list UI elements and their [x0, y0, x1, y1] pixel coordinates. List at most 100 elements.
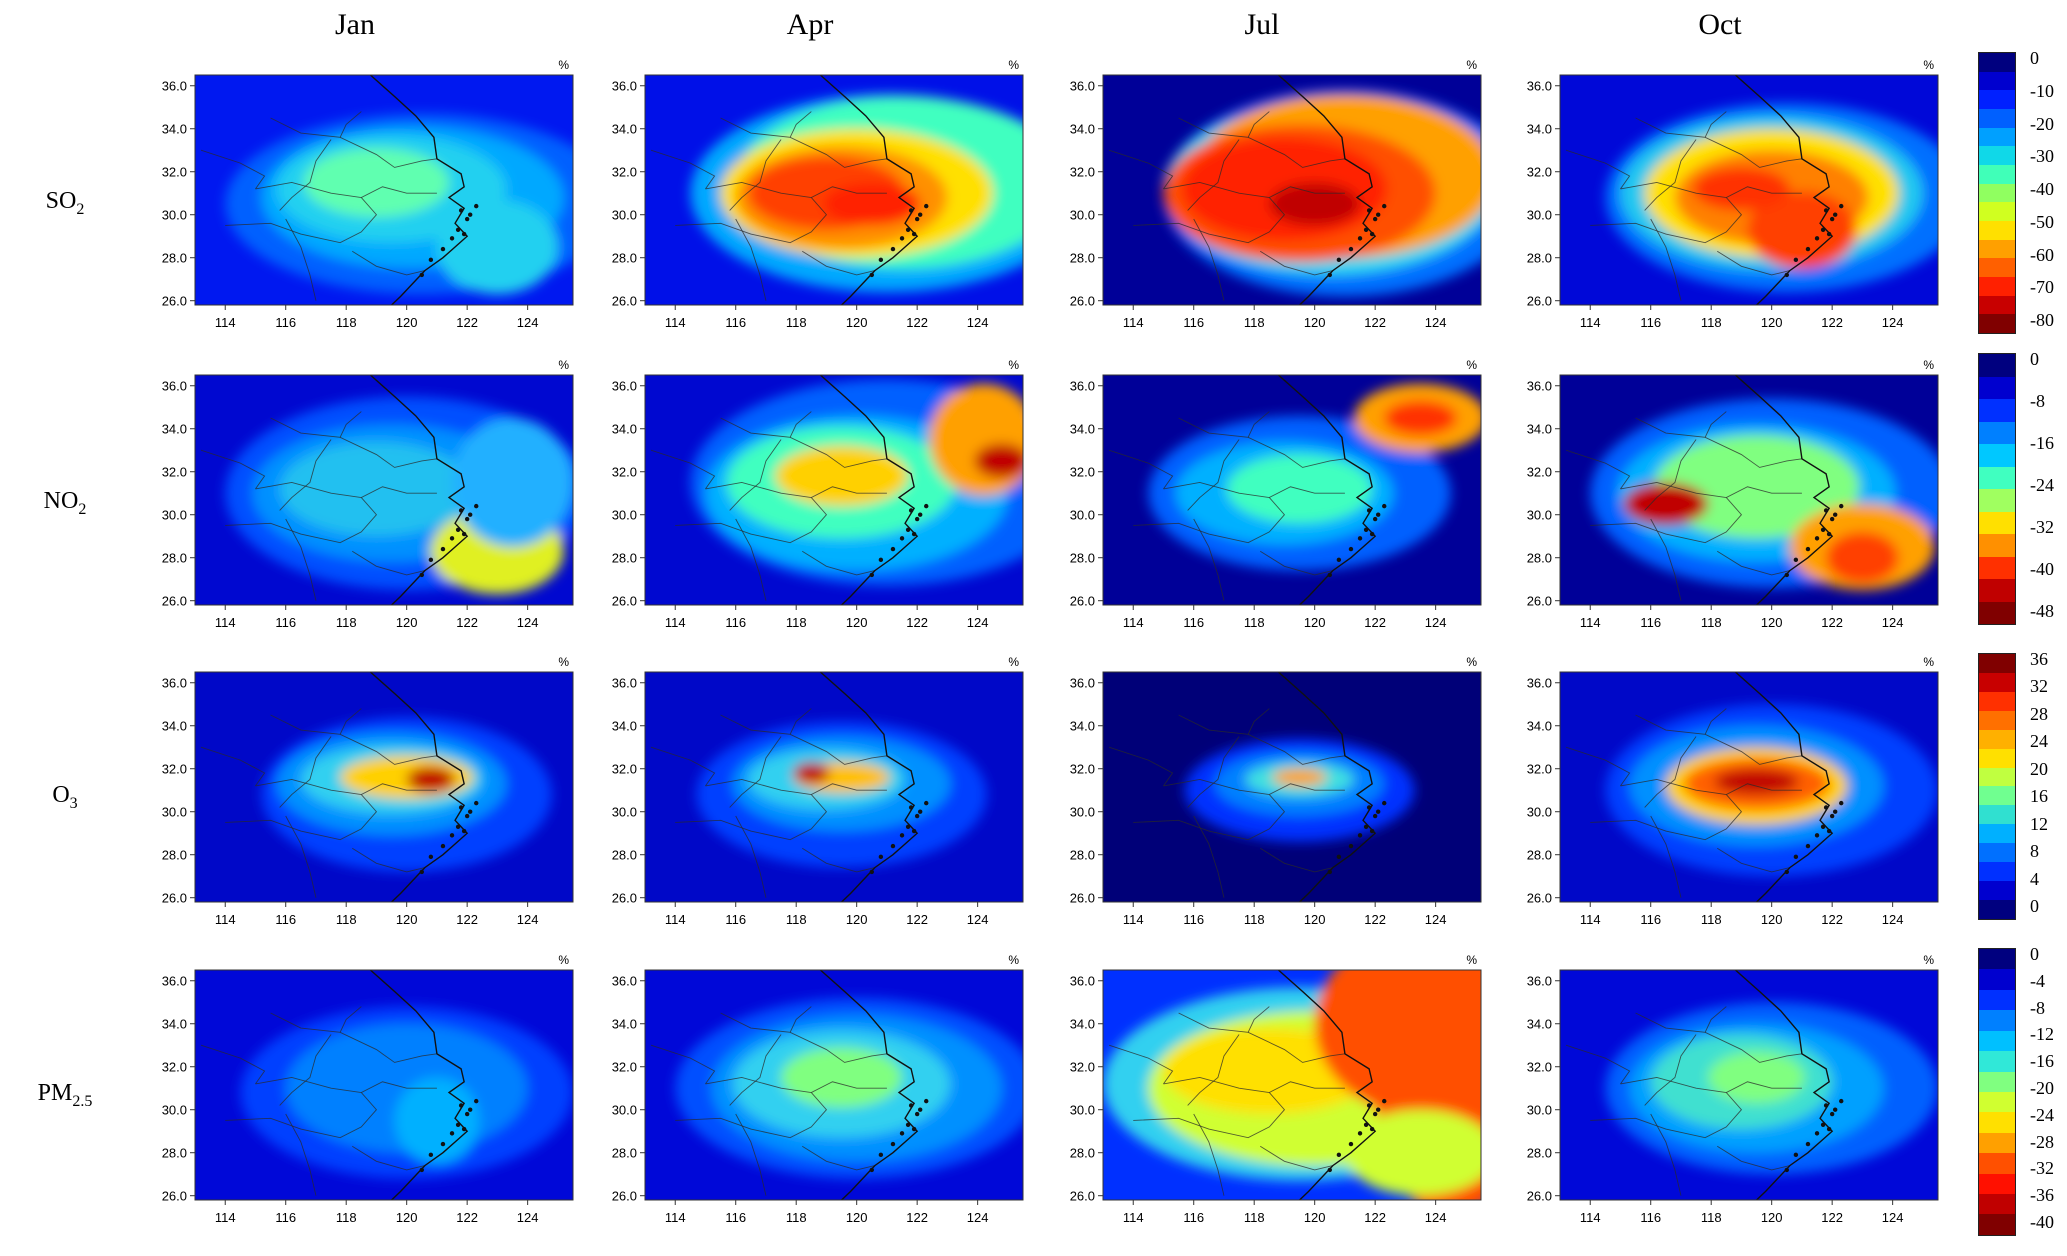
island	[1366, 508, 1372, 513]
y-tick-label: 34.0	[612, 719, 637, 734]
y-tick-label: 34.0	[1527, 422, 1552, 437]
x-tick-label: 116	[275, 1210, 296, 1225]
island	[917, 512, 923, 517]
island	[899, 833, 905, 838]
province-border	[1108, 149, 1174, 190]
x-tick-label: 122	[456, 615, 478, 630]
province-border	[1133, 197, 1286, 244]
y-tick-label: 36.0	[1527, 79, 1552, 94]
x-tick-label: 122	[456, 1210, 478, 1225]
island	[1348, 246, 1354, 252]
province-border	[1260, 550, 1333, 576]
island	[474, 503, 479, 509]
field-contour	[1269, 182, 1361, 226]
colorbar-swatch	[1979, 862, 2015, 882]
x-tick-label: 120	[396, 1210, 418, 1225]
x-tick-label: 116	[725, 912, 746, 927]
province-border	[1704, 111, 1727, 138]
colorbar-label: -48	[2030, 601, 2054, 621]
colorbar-label: 20	[2030, 758, 2048, 779]
province-border	[1635, 117, 1802, 168]
island	[1336, 854, 1342, 860]
province-border	[1635, 1012, 1802, 1063]
y-tick-label: 32.0	[162, 465, 187, 480]
field-contour	[1708, 1051, 1805, 1104]
island	[1375, 1107, 1381, 1112]
province-border	[1178, 1012, 1345, 1063]
x-tick-label: 120	[1304, 912, 1326, 927]
y-tick-label: 36.0	[1070, 379, 1095, 394]
province-border	[1717, 550, 1790, 576]
province-border	[802, 250, 875, 276]
island	[911, 231, 917, 237]
y-tick-label: 36.0	[1527, 379, 1552, 394]
province-border	[675, 794, 828, 841]
island	[428, 257, 434, 263]
island	[1363, 1122, 1369, 1127]
province-border	[1193, 518, 1225, 601]
province-border	[225, 497, 378, 544]
province-border	[789, 111, 812, 138]
map-panel-apr-3: 36.0 34.0 32.0 30.0 28.0 26.0 114 116 118 120 122 1…	[612, 953, 1024, 1232]
province-border	[200, 149, 266, 190]
province-border	[1178, 117, 1345, 168]
province-border	[1133, 1092, 1286, 1139]
colorbar-swatch	[1979, 53, 2015, 72]
y-tick-label: 36.0	[162, 974, 187, 989]
colorbar-swatch	[1979, 489, 2015, 512]
colorbar-label: 4	[2030, 868, 2039, 889]
province-border	[225, 1092, 378, 1139]
province-border	[720, 117, 887, 168]
island	[1826, 828, 1832, 834]
x-tick-label: 120	[1761, 615, 1783, 630]
x-tick-label: 114	[1580, 912, 1601, 927]
island	[1369, 828, 1375, 834]
x-tick-label: 122	[1364, 1210, 1386, 1225]
province-border	[1260, 1145, 1333, 1171]
colorbar-label: 24	[2030, 731, 2048, 752]
y-tick-label: 34.0	[1527, 719, 1552, 734]
y-tick-label: 32.0	[1070, 1060, 1095, 1075]
island	[1363, 227, 1369, 232]
colorbar-swatch	[1979, 1153, 2015, 1174]
x-tick-label: 114	[215, 315, 236, 330]
y-tick-label: 30.0	[1070, 508, 1095, 523]
y-tick-label: 26.0	[162, 594, 187, 609]
island	[878, 854, 884, 860]
province-border	[1644, 439, 1697, 511]
map-frame	[1102, 969, 1482, 1201]
y-tick-label: 36.0	[1070, 676, 1095, 691]
map-frame	[1102, 74, 1482, 306]
province-border	[735, 815, 767, 898]
province-border	[1247, 1006, 1270, 1033]
island	[1327, 1167, 1332, 1173]
island	[1327, 869, 1332, 875]
island	[1382, 503, 1387, 509]
y-tick-label: 36.0	[612, 79, 637, 94]
colorbar-label: 0	[2030, 896, 2039, 916]
province-border	[1260, 847, 1333, 873]
island	[1357, 536, 1363, 541]
colorbar-swatch	[1979, 969, 2015, 990]
colorbar-swatch	[1979, 1112, 2015, 1133]
province-border	[1717, 1145, 1790, 1171]
colorbar-label: -40	[2030, 559, 2054, 579]
map-panel-jan-0: 36.0 34.0 32.0 30.0 28.0 26.0 114 116 118 120 122 1…	[162, 58, 574, 337]
x-tick-label: 118	[786, 912, 807, 927]
x-tick-label: 124	[967, 615, 989, 630]
x-tick-label: 124	[517, 1210, 539, 1225]
province-border	[729, 736, 782, 808]
x-tick-label: 120	[846, 1210, 868, 1225]
province-border	[1260, 250, 1333, 276]
y-tick-label: 32.0	[612, 465, 637, 480]
colorbar-swatch	[1979, 1194, 2015, 1215]
y-tick-label: 36.0	[612, 676, 637, 691]
province-border	[339, 708, 362, 735]
map-frame	[644, 374, 1024, 606]
x-tick-label: 118	[336, 912, 357, 927]
y-tick-label: 32.0	[162, 165, 187, 180]
field-contour	[303, 148, 450, 217]
colorbar-label: -30	[2030, 146, 2054, 167]
province-border	[285, 815, 317, 898]
x-tick-label: 118	[786, 315, 807, 330]
